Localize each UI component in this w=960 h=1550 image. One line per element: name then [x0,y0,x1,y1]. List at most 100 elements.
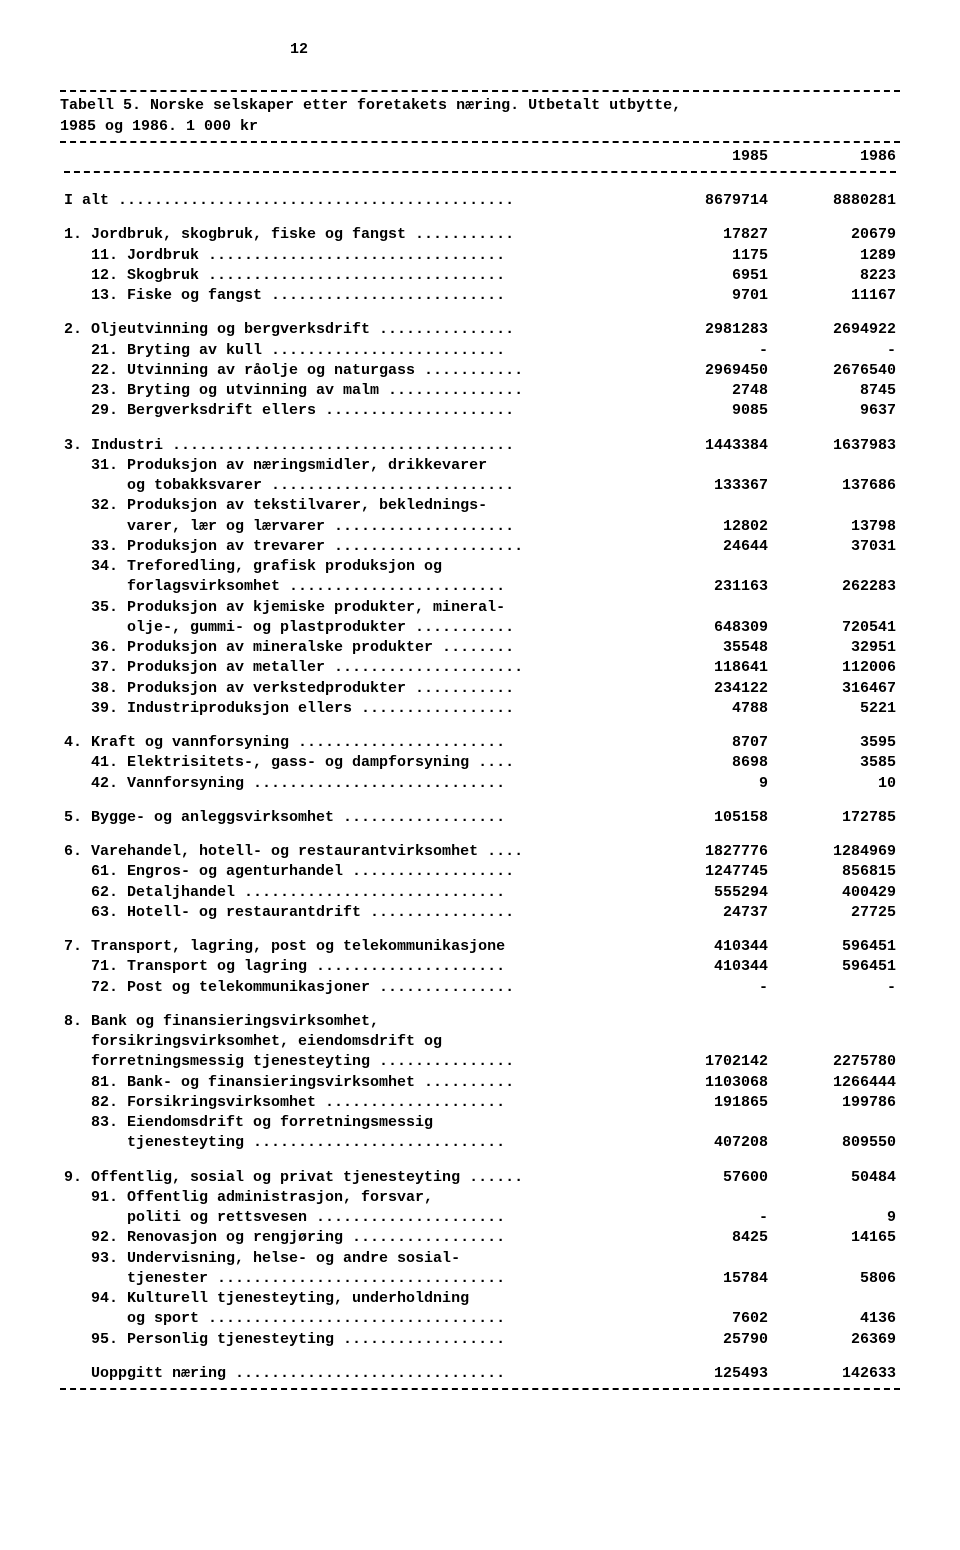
row-label: 72. Post og telekommunikasjoner ........… [60,978,644,998]
spacer-row [60,1154,900,1168]
row-value-1985: 231163 [644,577,772,597]
table-row: 81. Bank- og finansieringsvirksomhet ...… [60,1073,900,1093]
table-row: 92. Renovasjon og rengjøring ...........… [60,1228,900,1248]
row-value-1986: 1637983 [772,436,900,456]
table-row: 23. Bryting og utvinning av malm .......… [60,381,900,401]
table-row: tjenester ..............................… [60,1269,900,1289]
row-value-1985: 1443384 [644,436,772,456]
row-label: 12. Skogbruk ...........................… [60,266,644,286]
table-row: 94. Kulturell tjenesteyting, underholdni… [60,1289,900,1309]
table-title: Tabell 5. Norske selskaper etter foretak… [60,96,900,137]
row-value-1985: 9701 [644,286,772,306]
row-label: 2. Oljeutvinning og bergverksdrift .....… [60,320,644,340]
table-row: 35. Produksjon av kjemiske produkter, mi… [60,598,900,618]
row-label: 7. Transport, lagring, post og telekommu… [60,937,644,957]
row-value-1985: 555294 [644,883,772,903]
row-value-1985 [644,1188,772,1208]
row-value-1985 [644,1113,772,1133]
row-label: 38. Produksjon av verkstedprodukter ....… [60,679,644,699]
table-row: 12. Skogbruk ...........................… [60,266,900,286]
spacer-row [60,828,900,842]
row-value-1986: 50484 [772,1168,900,1188]
row-value-1985: 4788 [644,699,772,719]
row-value-1985: 2748 [644,381,772,401]
row-label: 5. Bygge- og anleggsvirksomhet .........… [60,808,644,828]
row-value-1986: 142633 [772,1364,900,1384]
title-line-2: 1985 og 1986. 1 000 kr [60,117,900,137]
row-label: 22. Utvinning av råolje og naturgass ...… [60,361,644,381]
row-label: 21. Bryting av kull ....................… [60,341,644,361]
table-row: 71. Transport og lagring ...............… [60,957,900,977]
header-blank [60,147,644,167]
row-value-1986 [772,1032,900,1052]
row-value-1986: 8223 [772,266,900,286]
table-row: 32. Produksjon av tekstilvarer, bekledni… [60,496,900,516]
table-row: politi og rettsvesen ...................… [60,1208,900,1228]
row-label: politi og rettsvesen ...................… [60,1208,644,1228]
row-label: tjenester ..............................… [60,1269,644,1289]
row-value-1985: 8707 [644,733,772,753]
table-row: 7. Transport, lagring, post og telekommu… [60,937,900,957]
spacer-row [60,422,900,436]
row-value-1985: 17827 [644,225,772,245]
row-value-1985: - [644,341,772,361]
row-value-1985: 24737 [644,903,772,923]
row-value-1986: 400429 [772,883,900,903]
row-value-1985: - [644,978,772,998]
row-label: 92. Renovasjon og rengjøring ...........… [60,1228,644,1248]
table-row: 3. Industri ............................… [60,436,900,456]
row-label: 33. Produksjon av trevarer .............… [60,537,644,557]
row-label: 34. Treforedling, grafisk produksjon og [60,557,644,577]
page-number: 12 [290,40,900,60]
row-label: 95. Personlig tjenesteyting ............… [60,1330,644,1350]
row-value-1986: 596451 [772,937,900,957]
table-row: 42. Vannforsyning ......................… [60,774,900,794]
table-row: 29. Bergverksdrift ellers ..............… [60,401,900,421]
row-value-1986: 112006 [772,658,900,678]
row-value-1986 [772,1289,900,1309]
table-row: 6. Varehandel, hotell- og restaurantvirk… [60,842,900,862]
table-row: I alt ..................................… [60,191,900,211]
row-value-1985: 1175 [644,246,772,266]
row-value-1986: 3595 [772,733,900,753]
row-value-1985: 133367 [644,476,772,496]
row-label: og sport ...............................… [60,1309,644,1329]
table-row: 39. Industriproduksjon ellers ..........… [60,699,900,719]
row-value-1985 [644,456,772,476]
row-value-1986 [772,1249,900,1269]
row-value-1986: 9637 [772,401,900,421]
row-label: 94. Kulturell tjenesteyting, underholdni… [60,1289,644,1309]
row-label: 71. Transport og lagring ...............… [60,957,644,977]
row-label: 11. Jordbruk ...........................… [60,246,644,266]
row-label: forsikringsvirksomhet, eiendomsdrift og [60,1032,644,1052]
table-row: Uoppgitt næring ........................… [60,1364,900,1384]
row-value-1986: 32951 [772,638,900,658]
row-value-1985 [644,557,772,577]
row-value-1985: 8425 [644,1228,772,1248]
table-row: varer, lær og lærvarer .................… [60,517,900,537]
row-value-1985: 2969450 [644,361,772,381]
row-value-1985: 648309 [644,618,772,638]
table-row: 41. Elektrisitets-, gass- og dampforsyni… [60,753,900,773]
row-value-1985 [644,1289,772,1309]
row-value-1985: 25790 [644,1330,772,1350]
row-value-1986: 596451 [772,957,900,977]
row-value-1985: 9085 [644,401,772,421]
table-row: 34. Treforedling, grafisk produksjon og [60,557,900,577]
row-value-1986 [772,1188,900,1208]
row-value-1985: 2981283 [644,320,772,340]
row-label: 4. Kraft og vannforsyning ..............… [60,733,644,753]
row-value-1986: 1266444 [772,1073,900,1093]
row-label: 31. Produksjon av næringsmidler, drikkev… [60,456,644,476]
rule-top [60,90,900,92]
row-label: 6. Varehandel, hotell- og restaurantvirk… [60,842,644,862]
row-value-1986: 1289 [772,246,900,266]
row-label: 29. Bergverksdrift ellers ..............… [60,401,644,421]
row-value-1985: 8679714 [644,191,772,211]
row-label: olje-, gummi- og plastprodukter ........… [60,618,644,638]
table-row: 13. Fiske og fangst ....................… [60,286,900,306]
row-value-1986: 2275780 [772,1052,900,1072]
row-value-1986: 137686 [772,476,900,496]
row-label: 93. Undervisning, helse- og andre sosial… [60,1249,644,1269]
rule-under-header [64,171,896,173]
